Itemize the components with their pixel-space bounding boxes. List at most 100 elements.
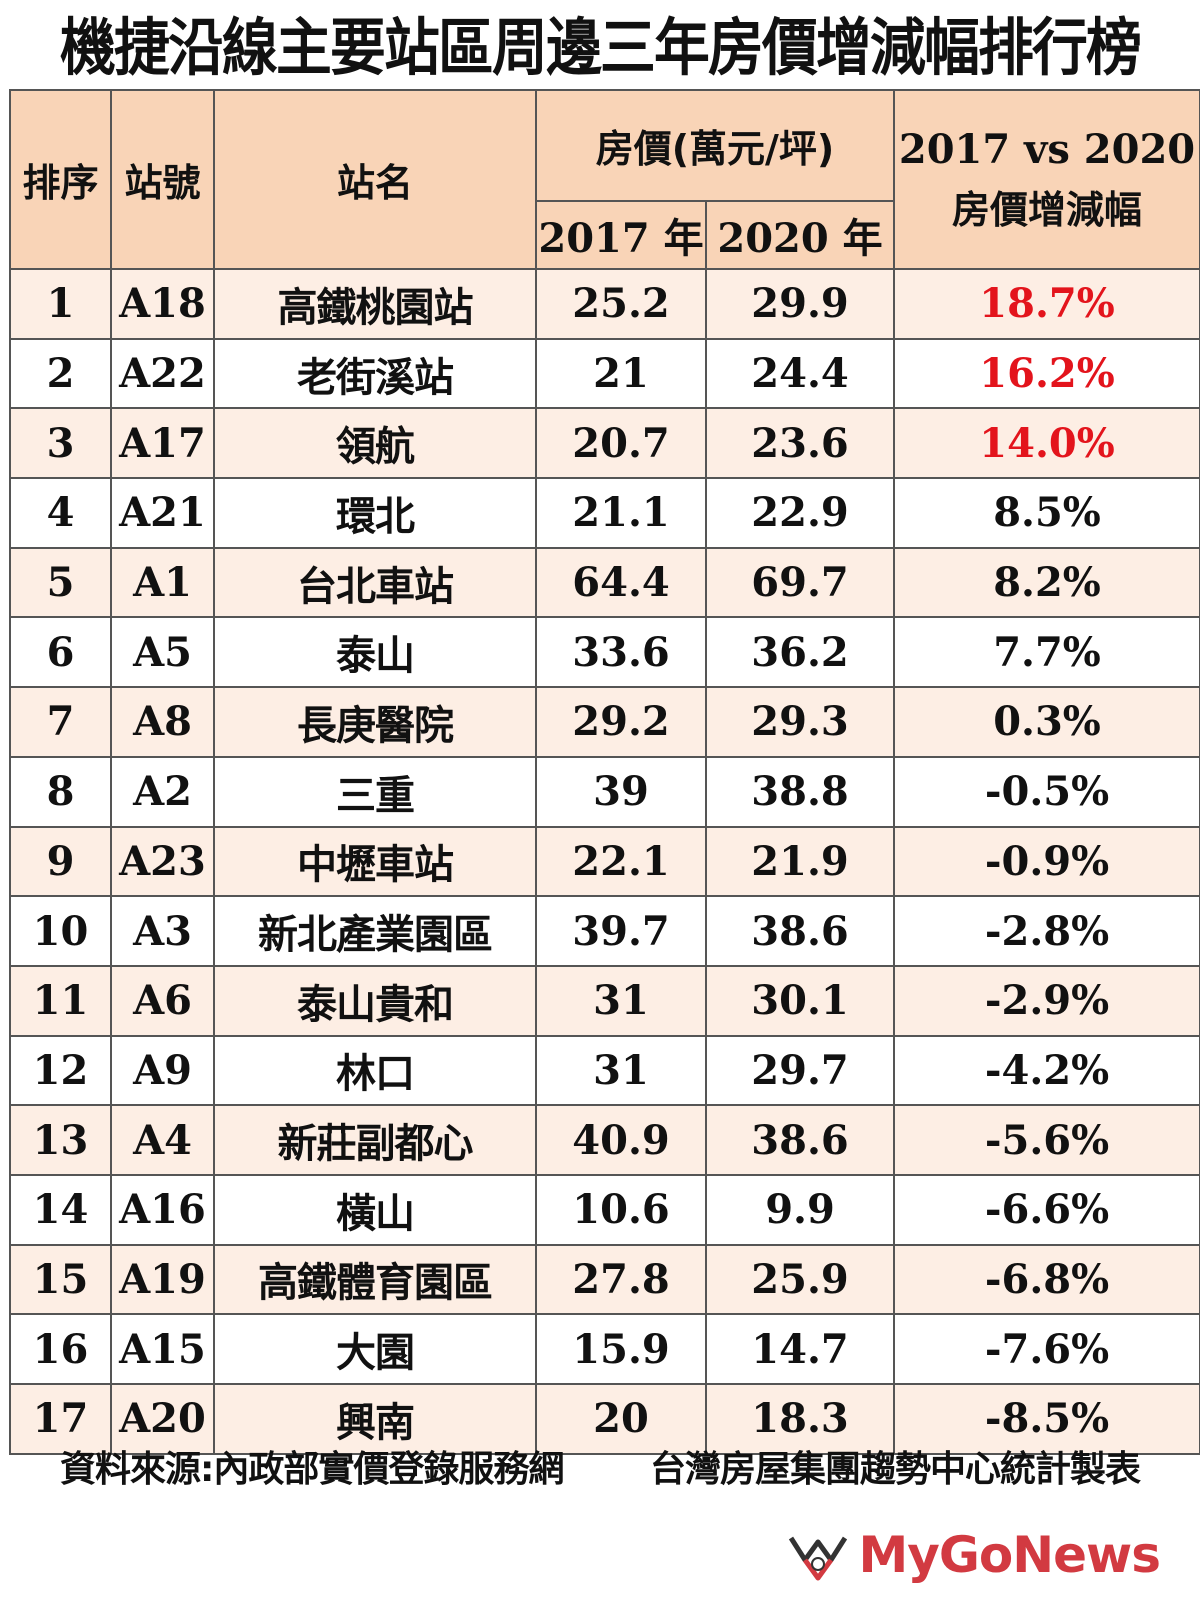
price-2017-cell: 29.2 bbox=[535, 686, 707, 758]
price-2017-cell: 64.4 bbox=[535, 546, 707, 619]
price-2020-cell: 38.6 bbox=[705, 895, 895, 967]
station-code-cell: A19 bbox=[110, 1243, 215, 1316]
price-2020-cell: 23.6 bbox=[705, 407, 895, 480]
rank-cell: 5 bbox=[9, 546, 112, 619]
table-row: 9 A23 中壢車站 22.1 21.9 -0.9% bbox=[9, 825, 1200, 898]
rank-cell: 11 bbox=[9, 964, 112, 1037]
station-name-cell: 橫山 bbox=[213, 1173, 537, 1246]
table-body: 1 A18 高鐵桃園站 25.2 29.9 18.7% 2 A22 老街溪站 21 24.4 16.2… bbox=[9, 268, 1200, 1455]
header-change: 2017 vs 2020 房價增減幅 bbox=[893, 89, 1200, 270]
price-2020-cell: 69.7 bbox=[705, 546, 895, 619]
price-2017-cell: 10.6 bbox=[535, 1173, 707, 1246]
price-2017-cell: 20.7 bbox=[535, 407, 707, 480]
header-rank: 排序 bbox=[9, 89, 112, 270]
source-note: 資料來源:內政部實價登錄服務網 bbox=[60, 1449, 564, 1490]
header-2017: 2017 年 bbox=[535, 200, 707, 270]
table-row: 14 A16 橫山 10.6 9.9 -6.6% bbox=[9, 1173, 1200, 1246]
price-change-cell: -4.2% bbox=[893, 1034, 1200, 1107]
station-code-cell: A3 bbox=[110, 895, 215, 967]
station-name-cell: 興南 bbox=[213, 1383, 537, 1455]
price-2020-cell: 18.3 bbox=[705, 1383, 895, 1455]
price-change-cell: 0.3% bbox=[893, 686, 1200, 758]
price-2017-cell: 21 bbox=[535, 337, 707, 410]
table-header: 排序 站號 站名 房價(萬元/坪) 2017 vs 2020 房價增減幅 201… bbox=[9, 89, 1200, 270]
price-2020-cell: 38.6 bbox=[705, 1104, 895, 1176]
station-name-cell: 高鐵體育園區 bbox=[213, 1243, 537, 1316]
header-name: 站名 bbox=[213, 89, 537, 270]
station-code-cell: A22 bbox=[110, 337, 215, 410]
station-code-cell: A18 bbox=[110, 268, 215, 340]
price-2020-cell: 36.2 bbox=[705, 616, 895, 689]
station-name-cell: 三重 bbox=[213, 755, 537, 828]
price-2020-cell: 14.7 bbox=[705, 1313, 895, 1385]
station-name-cell: 台北車站 bbox=[213, 546, 537, 619]
rank-cell: 15 bbox=[9, 1243, 112, 1316]
rank-cell: 12 bbox=[9, 1034, 112, 1107]
table-row: 13 A4 新莊副都心 40.9 38.6 -5.6% bbox=[9, 1104, 1200, 1176]
price-2017-cell: 39 bbox=[535, 755, 707, 828]
station-name-cell: 林口 bbox=[213, 1034, 537, 1107]
station-name-cell: 環北 bbox=[213, 477, 537, 549]
station-code-cell: A5 bbox=[110, 616, 215, 689]
price-2020-cell: 22.9 bbox=[705, 477, 895, 549]
price-2017-cell: 40.9 bbox=[535, 1104, 707, 1176]
header-2020: 2020 年 bbox=[705, 200, 895, 270]
rank-cell: 16 bbox=[9, 1313, 112, 1385]
station-name-cell: 高鐵桃園站 bbox=[213, 268, 537, 340]
station-code-cell: A21 bbox=[110, 477, 215, 549]
price-2020-cell: 38.8 bbox=[705, 755, 895, 828]
price-2017-cell: 20 bbox=[535, 1383, 707, 1455]
price-change-cell: -8.5% bbox=[893, 1383, 1200, 1455]
price-change-cell: 16.2% bbox=[893, 337, 1200, 410]
header-code: 站號 bbox=[110, 89, 215, 270]
price-change-cell: -0.5% bbox=[893, 755, 1200, 828]
logo-text: MyGoNews bbox=[858, 1526, 1161, 1584]
page-title: 機捷沿線主要站區周邊三年房價增減幅排行榜 bbox=[60, 11, 1142, 84]
table-row: 5 A1 台北車站 64.4 69.7 8.2% bbox=[9, 546, 1200, 619]
table-row: 6 A5 泰山 33.6 36.2 7.7% bbox=[9, 616, 1200, 689]
credit-note: 台灣房屋集團趨勢中心統計製表 bbox=[649, 1449, 1141, 1490]
price-change-cell: -2.9% bbox=[893, 964, 1200, 1037]
rank-cell: 3 bbox=[9, 407, 112, 480]
price-change-cell: -6.8% bbox=[893, 1243, 1200, 1316]
price-2017-cell: 22.1 bbox=[535, 825, 707, 898]
price-2020-cell: 29.7 bbox=[705, 1034, 895, 1107]
price-2017-cell: 15.9 bbox=[535, 1313, 707, 1385]
station-name-cell: 泰山 bbox=[213, 616, 537, 689]
station-code-cell: A4 bbox=[110, 1104, 215, 1176]
ranking-table: 排序 站號 站名 房價(萬元/坪) 2017 vs 2020 房價增減幅 201… bbox=[9, 89, 1200, 1455]
table-row: 8 A2 三重 39 38.8 -0.5% bbox=[9, 755, 1200, 828]
station-name-cell: 領航 bbox=[213, 407, 537, 480]
price-2017-cell: 25.2 bbox=[535, 268, 707, 340]
table-row: 11 A6 泰山貴和 31 30.1 -2.9% bbox=[9, 964, 1200, 1037]
station-name-cell: 老街溪站 bbox=[213, 337, 537, 410]
price-2020-cell: 21.9 bbox=[705, 825, 895, 898]
price-change-cell: -0.9% bbox=[893, 825, 1200, 898]
price-change-cell: 7.7% bbox=[893, 616, 1200, 689]
station-name-cell: 新莊副都心 bbox=[213, 1104, 537, 1176]
table-row: 15 A19 高鐵體育園區 27.8 25.9 -6.8% bbox=[9, 1243, 1200, 1316]
table-row: 16 A15 大園 15.9 14.7 -7.6% bbox=[9, 1313, 1200, 1385]
price-change-cell: 18.7% bbox=[893, 268, 1200, 340]
station-code-cell: A16 bbox=[110, 1173, 215, 1246]
station-code-cell: A17 bbox=[110, 407, 215, 480]
rank-cell: 10 bbox=[9, 895, 112, 967]
station-code-cell: A20 bbox=[110, 1383, 215, 1455]
station-name-cell: 大園 bbox=[213, 1313, 537, 1385]
station-code-cell: A23 bbox=[110, 825, 215, 898]
rank-cell: 8 bbox=[9, 755, 112, 828]
header-price-group: 房價(萬元/坪) bbox=[535, 89, 895, 202]
rank-cell: 13 bbox=[9, 1104, 112, 1176]
rank-cell: 1 bbox=[9, 268, 112, 340]
rank-cell: 2 bbox=[9, 337, 112, 410]
price-2017-cell: 31 bbox=[535, 1034, 707, 1107]
rank-cell: 4 bbox=[9, 477, 112, 549]
price-2020-cell: 9.9 bbox=[705, 1173, 895, 1246]
price-2020-cell: 29.3 bbox=[705, 686, 895, 758]
rank-cell: 6 bbox=[9, 616, 112, 689]
table-row: 10 A3 新北產業園區 39.7 38.6 -2.8% bbox=[9, 895, 1200, 967]
price-2020-cell: 24.4 bbox=[705, 337, 895, 410]
station-code-cell: A6 bbox=[110, 964, 215, 1037]
price-change-cell: -7.6% bbox=[893, 1313, 1200, 1385]
price-2020-cell: 30.1 bbox=[705, 964, 895, 1037]
